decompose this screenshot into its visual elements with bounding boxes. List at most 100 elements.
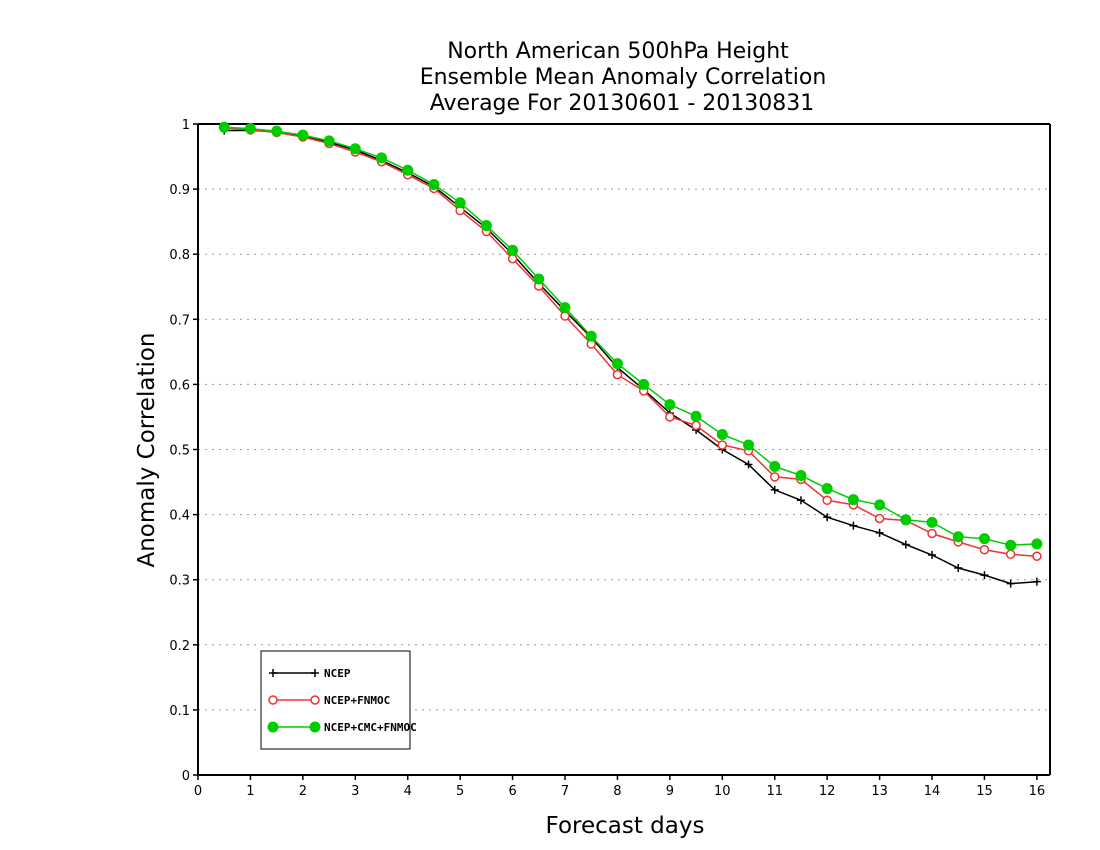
y-tick-label-7: 0.7 — [169, 313, 190, 328]
series-line-1 — [224, 127, 1037, 558]
legend-marker-start-1 — [268, 695, 278, 705]
legend: NCEP NCEP+FNMOC NCEP+CMC+FNMOC — [260, 650, 417, 750]
axes: 00.10.20.30.40.50.60.70.80.910 1 2 3 4 5 6 7 8 9 1… — [169, 118, 1051, 799]
series-2-point-9 — [454, 197, 466, 209]
y-tick-label-9: 0.9 — [169, 183, 190, 198]
series-2-point-25 — [874, 499, 886, 511]
legend-label-2: NCEP+CMC+FNMOC — [324, 721, 417, 734]
series-2-point-30 — [1005, 539, 1017, 551]
series-0-point-23 — [823, 513, 832, 522]
series-2-point-16 — [638, 378, 650, 390]
series-2-point-27 — [926, 516, 938, 528]
x-tick-label-4: 4 — [404, 784, 412, 799]
legend-marker-start-2 — [267, 721, 279, 733]
x-tick-label-15: 15 — [976, 784, 993, 799]
series-2-point-28 — [952, 531, 964, 543]
series-2-point-18 — [690, 410, 702, 422]
x-tick-label-8: 8 — [613, 784, 621, 799]
x-tick-label-6: 6 — [508, 784, 516, 799]
series-0-point-26 — [901, 540, 910, 549]
series-2-point-1 — [244, 123, 256, 135]
series-1-point-31 — [1032, 551, 1042, 562]
series-2-point-4 — [323, 135, 335, 147]
y-tick-label-1: 0.1 — [169, 704, 190, 719]
series-2-point-12 — [533, 273, 545, 285]
series-2-point-11 — [507, 244, 519, 256]
series-1-point-11 — [507, 254, 518, 264]
y-tick-label-6: 0.6 — [169, 378, 190, 393]
series-1-point-30 — [1005, 549, 1016, 560]
legend-marker-start-0 — [269, 669, 277, 677]
gridlines — [198, 188, 1050, 711]
series-0-point-22 — [796, 496, 805, 505]
series-1-point-25 — [874, 513, 885, 524]
series-0-point-24 — [849, 521, 858, 530]
series-0-point-31 — [1032, 577, 1041, 586]
x-tick-label-14: 14 — [924, 784, 941, 799]
legend-marker-end-0 — [311, 669, 319, 677]
y-tick-label-10: 1 — [182, 118, 190, 133]
series-layer — [218, 121, 1043, 588]
x-tick-label-5: 5 — [456, 784, 464, 799]
series-2 — [218, 121, 1043, 551]
series-2-point-14 — [585, 330, 597, 342]
y-tick-label-4: 0.4 — [169, 509, 190, 524]
series-2-point-2 — [271, 125, 283, 137]
series-2-point-19 — [716, 429, 728, 441]
series-1-point-29 — [979, 545, 990, 555]
series-1 — [219, 123, 1042, 562]
series-2-point-21 — [769, 460, 781, 472]
legend-marker-end-2 — [309, 721, 321, 733]
y-tick-label-2: 0.2 — [169, 639, 190, 654]
x-tick-label-10: 10 — [714, 784, 731, 799]
series-2-point-7 — [402, 164, 414, 176]
series-1-point-13 — [560, 311, 570, 321]
series-2-point-24 — [847, 494, 859, 506]
x-tick-label-0: 0 — [194, 784, 202, 799]
legend-box — [260, 650, 411, 750]
chart-title-line-3: Average For 20130601 - 20130831 — [430, 91, 815, 116]
x-tick-label-1: 1 — [246, 784, 254, 799]
series-2-point-3 — [297, 129, 309, 141]
series-0-point-20 — [744, 460, 753, 469]
series-2-point-29 — [978, 533, 990, 545]
series-1-point-18 — [691, 420, 701, 431]
series-2-point-0 — [218, 121, 230, 133]
series-0-point-29 — [980, 571, 989, 580]
y-axis-label: Anomaly Correlation — [134, 332, 160, 567]
series-2-point-17 — [664, 399, 676, 411]
series-line-0 — [224, 129, 1037, 585]
series-2-point-31 — [1031, 538, 1043, 550]
series-2-point-26 — [900, 514, 912, 526]
series-1-point-23 — [822, 495, 832, 506]
chart-title-line-1: North American 500hPa Height — [447, 39, 789, 64]
x-tick-label-7: 7 — [561, 784, 569, 799]
series-1-point-21 — [769, 472, 780, 482]
series-0-point-27 — [928, 550, 937, 559]
x-tick-label-2: 2 — [299, 784, 307, 799]
series-2-point-8 — [428, 179, 440, 191]
legend-label-0: NCEP — [324, 667, 351, 680]
series-0-point-30 — [1006, 579, 1015, 588]
series-2-point-13 — [559, 302, 571, 314]
x-tick-label-13: 13 — [871, 784, 888, 799]
series-1-point-27 — [927, 528, 937, 539]
y-tick-label-5: 0.5 — [169, 444, 190, 459]
legend-label-1: NCEP+FNMOC — [324, 694, 390, 707]
legend-marker-end-1 — [310, 695, 320, 705]
series-2-point-15 — [611, 358, 623, 370]
x-tick-label-9: 9 — [666, 784, 674, 799]
x-tick-label-12: 12 — [819, 784, 836, 799]
series-2-point-20 — [743, 439, 755, 451]
x-axis-label: Forecast days — [546, 813, 705, 839]
x-tick-label-16: 16 — [1029, 784, 1046, 799]
series-2-point-22 — [795, 470, 807, 482]
series-2-point-5 — [349, 143, 361, 155]
x-tick-label-3: 3 — [351, 784, 359, 799]
series-line-2 — [224, 126, 1037, 546]
series-0-point-21 — [770, 485, 779, 494]
series-2-point-23 — [821, 483, 833, 495]
chart-title-line-2: Ensemble Mean Anomaly Correlation — [420, 65, 827, 90]
series-1-point-15 — [612, 369, 623, 380]
